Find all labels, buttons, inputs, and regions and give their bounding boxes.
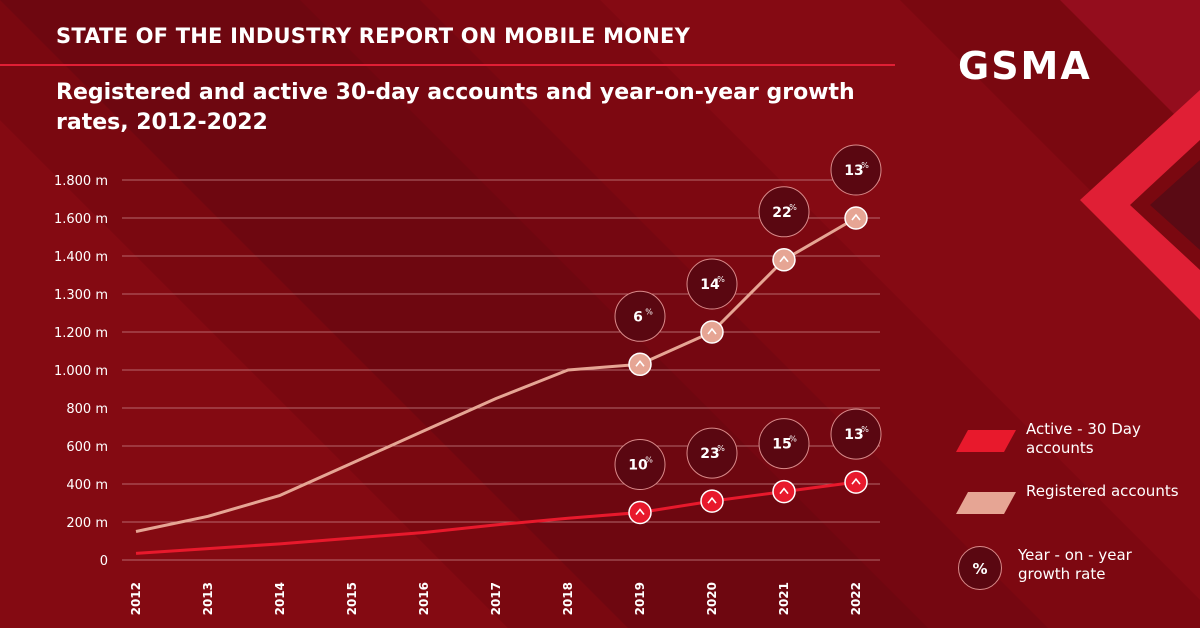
chart-lines [135, 216, 857, 555]
growth-value: 10 [628, 458, 648, 474]
growth-badge: 10% [614, 439, 666, 490]
y-tick-label: 600 m [66, 440, 108, 455]
series-line [135, 480, 857, 555]
x-tick-label: 2014 [273, 582, 287, 615]
legend-label-registered: Registered accounts [1026, 482, 1179, 500]
data-point [772, 479, 796, 504]
percent-sign: % [861, 425, 869, 434]
data-point [700, 489, 724, 513]
report-title: STATE OF THE INDUSTRY REPORT ON MOBILE M… [56, 24, 690, 48]
y-tick-label: 1.400 m [54, 250, 108, 265]
y-tick-label: 0 [100, 554, 108, 569]
chart-grid [122, 179, 880, 561]
y-tick-label: 1.600 m [54, 212, 108, 227]
chart-title: Registered and active 30-day accounts an… [56, 80, 855, 135]
data-point [772, 248, 796, 272]
y-tick-label: 200 m [66, 516, 108, 531]
growth-value: 14 [700, 277, 720, 293]
percent-sign: % [789, 435, 797, 444]
growth-value: 15 [772, 437, 791, 453]
growth-badge: 13% [830, 408, 882, 460]
y-tick-label: 1.200 m [54, 326, 108, 341]
x-tick-label: 2017 [489, 582, 503, 615]
growth-badges: 6 %14%22%13%10% 23% 15% 13% [614, 144, 882, 525]
data-point [628, 352, 652, 377]
growth-value: 6 [633, 309, 643, 325]
active-swatch [956, 430, 1016, 452]
growth-badge: 22% [758, 186, 810, 238]
y-tick-label: 800 m [66, 402, 108, 417]
percent-sign: % [717, 444, 725, 453]
growth-value: 22 [772, 205, 791, 221]
y-tick-label: 1.300 m [54, 288, 108, 303]
growth-rate-badge: % [958, 546, 1002, 590]
data-point [700, 320, 724, 344]
growth-value: 13 [844, 427, 863, 443]
series-line [135, 216, 857, 533]
x-axis: 2012 2013 2014 2015 2016 2017 2018 2019 2020 2021… [129, 582, 863, 615]
growth-badge: 23% [686, 427, 738, 479]
title-divider [0, 64, 895, 66]
y-tick-label: 1.800 m [54, 174, 108, 189]
data-point [844, 206, 868, 230]
x-tick-label: 2013 [201, 582, 215, 615]
percent-sign: % [645, 456, 653, 465]
y-tick-label: 1.000 m [54, 364, 108, 379]
percent-sign: % [645, 307, 653, 316]
growth-badge: 13% [830, 144, 882, 196]
x-tick-label: 2022 [849, 582, 863, 615]
growth-badge: 15% [758, 418, 810, 470]
y-tick-label: 400 m [66, 478, 108, 493]
x-tick-label: 2019 [633, 582, 647, 615]
legend-label-active: Active - 30 Day accounts [1026, 420, 1141, 457]
legend-label-growth: Year - on - year growth rate [1018, 546, 1132, 583]
growth-badge: 6% [614, 290, 666, 342]
data-point [628, 500, 652, 525]
x-tick-label: 2021 [777, 582, 791, 615]
chevron-decoration [1080, 90, 1200, 320]
growth-value: 23 [700, 446, 719, 462]
registered-swatch [956, 492, 1016, 514]
x-tick-label: 2016 [417, 582, 431, 615]
data-point [844, 470, 868, 494]
growth-badge: 14% [686, 258, 738, 310]
x-tick-label: 2020 [705, 582, 719, 615]
percent-sign: % [717, 275, 725, 284]
x-tick-label: 2012 [129, 582, 143, 615]
gsma-logo: GSMA [958, 44, 1092, 88]
percent-sign: % [789, 203, 797, 212]
legend-item-registered: Registered accounts [956, 482, 1196, 532]
x-tick-label: 2015 [345, 582, 359, 615]
percent-sign: % [861, 161, 869, 170]
legend-item-active: Active - 30 Day accounts [956, 420, 1196, 470]
growth-value: 13 [844, 163, 863, 179]
y-axis: 0 200 m 400 m 600 m 800 m 1.000 m 1.200 m 1.300… [54, 174, 108, 569]
legend-item-growth: % Year - on - year growth rate [956, 546, 1196, 596]
x-tick-label: 2018 [561, 582, 575, 615]
